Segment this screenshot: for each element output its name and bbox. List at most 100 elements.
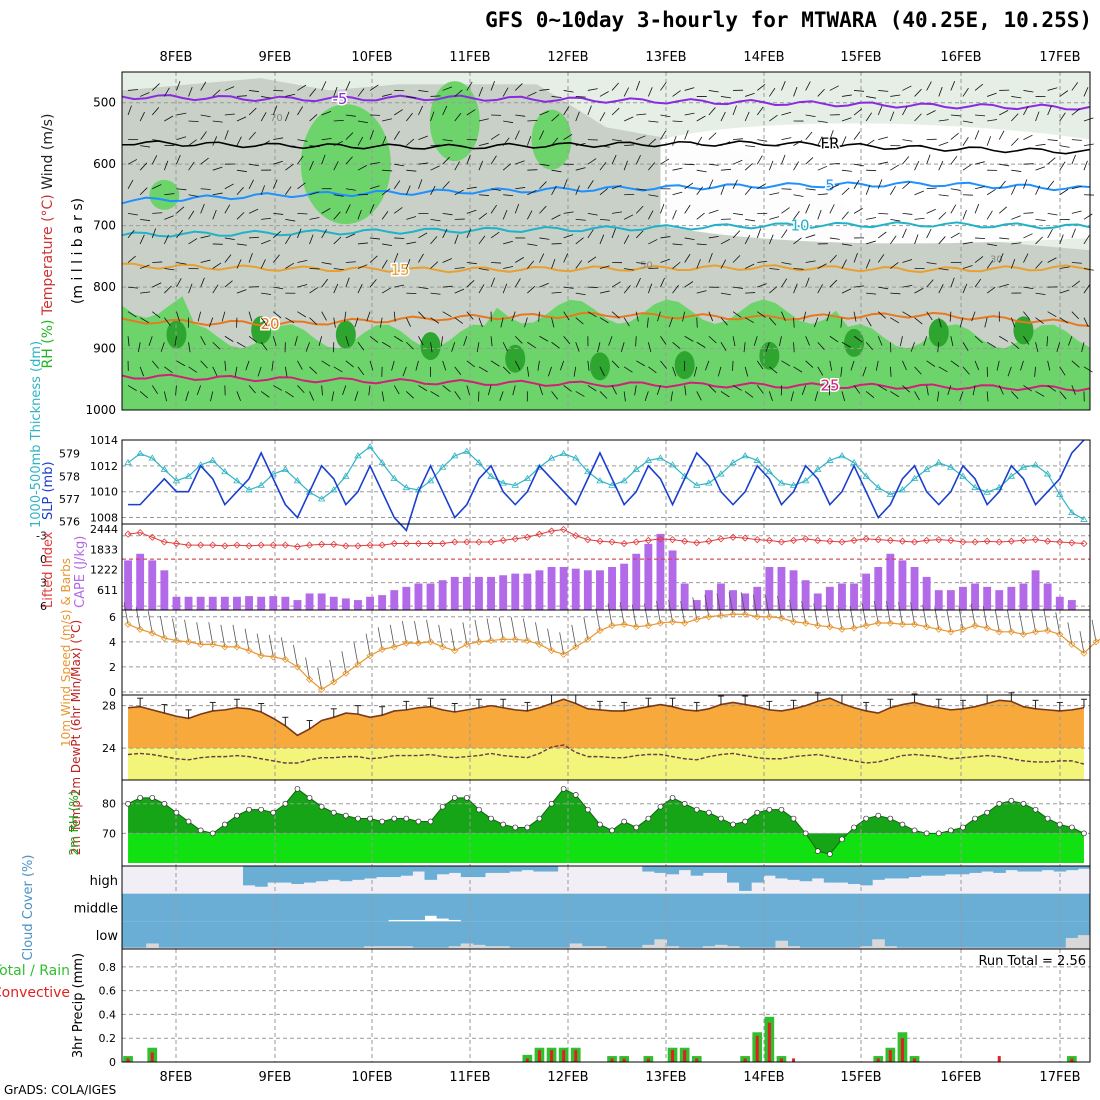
- cloud-middle-bar: [521, 893, 534, 922]
- li-point: [753, 536, 761, 544]
- wind-barb: [474, 619, 480, 642]
- date-label-bottom: 9FEB: [259, 1070, 292, 1085]
- thickness-point: [269, 470, 277, 477]
- wind-barb: [297, 284, 308, 288]
- wind-barb: [986, 136, 992, 146]
- wind-barb: [902, 360, 907, 371]
- date-label-top: 16FEB: [940, 50, 981, 65]
- wind-barb: [188, 210, 195, 220]
- dewpoint-fill: [128, 748, 1084, 780]
- thickness-point: [668, 461, 677, 468]
- wind-barb: [950, 188, 961, 191]
- wind-barb: [341, 651, 347, 674]
- wind-barb: [781, 229, 788, 239]
- cape-bar: [571, 568, 580, 610]
- wind-barb: [442, 156, 450, 165]
- wind-barb: [573, 366, 577, 377]
- date-label-bottom: 12FEB: [547, 1070, 588, 1085]
- wind-barb: [197, 311, 202, 322]
- wind-barb: [248, 131, 256, 140]
- cloud-low-bar: [146, 943, 159, 949]
- cloud-middle-bar: [1053, 893, 1067, 922]
- wind-barb: [478, 268, 489, 271]
- li-point: [644, 536, 652, 544]
- wind-barb: [454, 145, 465, 148]
- cloud-middle-bar: [364, 893, 377, 922]
- wind-barb: [1083, 235, 1090, 245]
- wind-barb: [732, 230, 741, 239]
- thickness-point: [874, 483, 882, 491]
- cloud-middle-bar: [642, 893, 655, 922]
- cloud-middle-bar: [1029, 893, 1043, 922]
- li-point: [245, 542, 253, 550]
- wind-barb: [547, 366, 552, 377]
- wind-barb: [769, 192, 780, 196]
- wind-barb: [998, 253, 1004, 263]
- cloud-high-bar: [702, 866, 716, 873]
- precip-ylabel: 3hr Precip (mm): [71, 953, 86, 1058]
- cloud-low-bar: [714, 944, 728, 949]
- cloud-low-bar: [654, 939, 667, 949]
- wind-barb: [285, 186, 292, 195]
- rh2m-point: [149, 794, 156, 801]
- li-tick: 3: [40, 577, 47, 590]
- cloud-high-bar: [860, 866, 873, 886]
- wind-barb: [599, 265, 610, 269]
- cloud-middle-bar: [1065, 893, 1079, 922]
- slp-ylabel: SLP (mb): [41, 461, 56, 520]
- thickness-point: [632, 465, 640, 472]
- wind-barb: [841, 259, 847, 269]
- wind-point: [257, 652, 265, 660]
- upper-air-ylabel2: (m i l l i b a r s): [70, 198, 86, 304]
- cloud-high-bar: [739, 866, 752, 891]
- slp-tick: 1008: [90, 512, 118, 525]
- cloud-low-bar: [158, 947, 171, 949]
- rh2m-point: [355, 815, 361, 822]
- rh2m-point: [548, 800, 555, 807]
- wind-barb: [245, 360, 250, 371]
- wind-barb: [805, 188, 816, 191]
- wind-barb: [176, 206, 185, 214]
- wind-point: [802, 619, 810, 627]
- wind-point: [1092, 638, 1100, 646]
- li-point: [923, 536, 931, 544]
- date-label-top: 12FEB: [547, 50, 588, 65]
- wind-barb: [877, 336, 883, 346]
- rh2m-point: [584, 806, 591, 813]
- cloud-high-bar: [424, 866, 438, 880]
- li-tick: 0: [40, 553, 47, 566]
- rh2m-point: [1056, 821, 1063, 828]
- wind-barb: [454, 288, 465, 294]
- wind-barb: [986, 210, 993, 220]
- wind-point: [463, 640, 471, 648]
- wind-barb: [959, 317, 964, 328]
- wind-barb: [1023, 336, 1030, 345]
- wind-barb: [620, 342, 625, 352]
- cloud-low-bar: [606, 947, 619, 949]
- wind-point: [596, 626, 604, 635]
- rh2m-point: [947, 827, 954, 834]
- cloud-high-bar: [811, 866, 825, 879]
- wind-barb: [744, 263, 755, 269]
- wind-barb: [1059, 188, 1069, 196]
- wind-barb: [297, 360, 303, 370]
- wind-barb: [781, 188, 792, 190]
- wind-barb: [418, 336, 424, 346]
- rh2m-base-fill: [128, 833, 1084, 863]
- wind-barb: [297, 139, 308, 142]
- wind10m-frame: [121, 609, 1091, 696]
- cloud-low-bar: [545, 947, 559, 949]
- wind-barb: [696, 290, 707, 294]
- wind-barb: [160, 342, 165, 352]
- li-point: [1007, 537, 1015, 545]
- cloud-low-bar: [981, 947, 994, 949]
- wind-barb: [720, 238, 730, 245]
- wind-barb: [236, 169, 247, 173]
- wind-barb: [938, 141, 949, 146]
- li-point: [439, 539, 447, 548]
- cloud-low-bar: [472, 944, 486, 949]
- cloud-middle-bar: [388, 893, 401, 920]
- date-label-top: 11FEB: [449, 50, 490, 65]
- rh2m-point: [657, 803, 664, 810]
